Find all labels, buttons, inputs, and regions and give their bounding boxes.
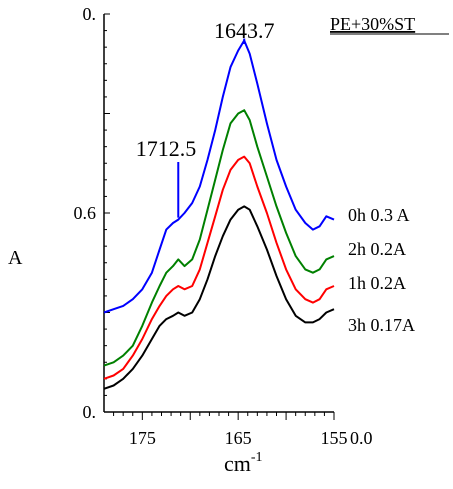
legend-entry-1: 0h 0.3 A	[348, 205, 410, 225]
x-axis-label: cm-1	[224, 450, 263, 476]
annotation-label: 1712.5	[136, 136, 197, 161]
x-axis-label-superscript: -1	[251, 450, 263, 465]
annotation-layer: 1643.7 1712.5	[136, 18, 275, 218]
series-layer	[103, 39, 335, 390]
chart-title: PE+30%ST	[330, 14, 415, 34]
series-line-3	[103, 155, 335, 380]
x-tick-label: 175	[129, 428, 156, 448]
legend-entry-3: 1h 0.2A	[348, 273, 406, 293]
y-tick-label: 0.	[83, 402, 97, 422]
axes: 0. 0.6 0. 175 165 155 0.0	[74, 4, 373, 448]
x-tick-label: 165	[225, 428, 252, 448]
y-tick-label: 0.6	[74, 203, 97, 223]
x-axis-end-label: 0.0	[350, 428, 373, 448]
legend-entry-2: 2h 0.2A	[348, 239, 406, 259]
legend: 0h 0.3 A 2h 0.2A 1h 0.2A 3h 0.17A	[348, 205, 415, 335]
series-line-1	[103, 39, 335, 314]
x-tick-label: 155	[321, 428, 348, 448]
annotation-label: 1643.7	[214, 18, 275, 43]
series-line-4	[103, 205, 335, 390]
y-axis-label: A	[8, 247, 23, 269]
legend-entry-4: 3h 0.17A	[348, 315, 415, 335]
y-tick-label: 0.	[83, 4, 97, 24]
series-line-2	[103, 109, 335, 367]
